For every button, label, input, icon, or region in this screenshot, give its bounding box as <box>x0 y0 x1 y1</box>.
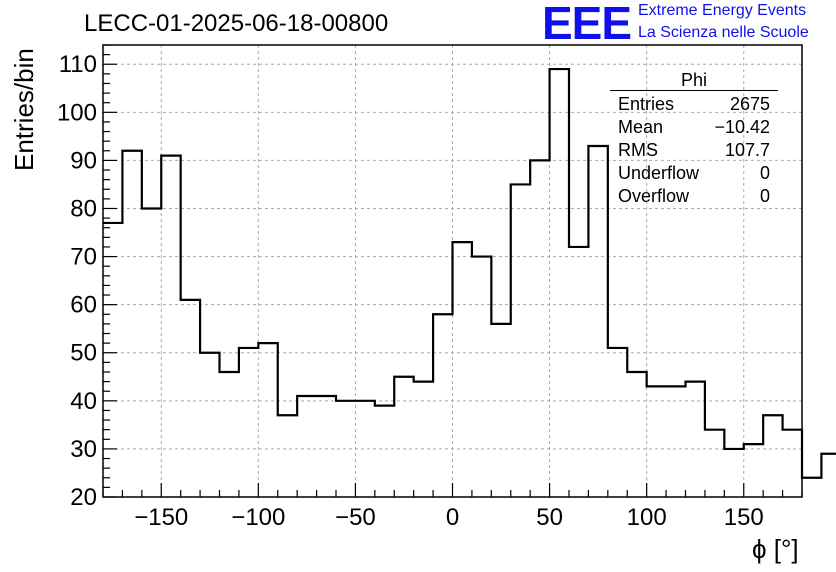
stats-value: 0 <box>759 163 770 183</box>
stats-row-underflow: Underflow 0 <box>610 162 778 185</box>
stats-label: Underflow <box>618 163 700 183</box>
stats-row-entries: Entries 2675 <box>610 93 778 116</box>
x-tick-label: 150 <box>724 504 764 531</box>
eee-logo: EEE <box>542 0 632 49</box>
x-tick-label: −150 <box>134 504 188 531</box>
chart-title: LECC-01-2025-06-18-00800 <box>84 10 389 37</box>
y-tick-label: 20 <box>70 484 97 511</box>
x-tick-label: 0 <box>446 504 459 531</box>
stats-label: Mean <box>618 117 664 137</box>
stats-value: −10.42 <box>714 117 770 137</box>
logo-subtitle-2: La Scienza nelle Scuole <box>638 24 809 41</box>
y-tick-label: 40 <box>70 388 97 415</box>
x-tick-label: −50 <box>335 504 376 531</box>
y-tick-label: 70 <box>70 244 97 271</box>
stats-label: RMS <box>618 140 658 160</box>
stats-box-name: Phi <box>610 70 778 91</box>
y-tick-label: 100 <box>57 99 97 126</box>
stats-row-mean: Mean −10.42 <box>610 116 778 139</box>
x-tick-label: −100 <box>231 504 285 531</box>
stats-label: Entries <box>618 94 675 114</box>
stats-value: 2675 <box>729 94 770 114</box>
y-tick-label: 110 <box>59 51 97 78</box>
y-tick-label: 80 <box>70 195 97 222</box>
y-axis-label: Entries/bin <box>9 48 39 171</box>
x-tick-label: 50 <box>536 504 563 531</box>
x-axis-label: ϕ [°] <box>752 534 799 564</box>
x-tick-label: 100 <box>627 504 667 531</box>
histogram-line <box>103 67 836 479</box>
stats-value: 0 <box>759 186 770 206</box>
stats-value: 107.7 <box>724 140 770 160</box>
stats-row-overflow: Overflow 0 <box>610 185 778 208</box>
stats-label: Overflow <box>618 186 690 206</box>
y-tick-label: 50 <box>70 340 97 367</box>
stats-row-rms: RMS 107.7 <box>610 139 778 162</box>
y-tick-label: 30 <box>70 436 97 463</box>
y-tick-label: 90 <box>70 147 97 174</box>
y-tick-label: 60 <box>70 292 97 319</box>
stats-box: Phi Entries 2675 Mean −10.42 RMS 107.7 U… <box>610 70 778 208</box>
logo-subtitle-1: Extreme Energy Events <box>638 2 807 19</box>
